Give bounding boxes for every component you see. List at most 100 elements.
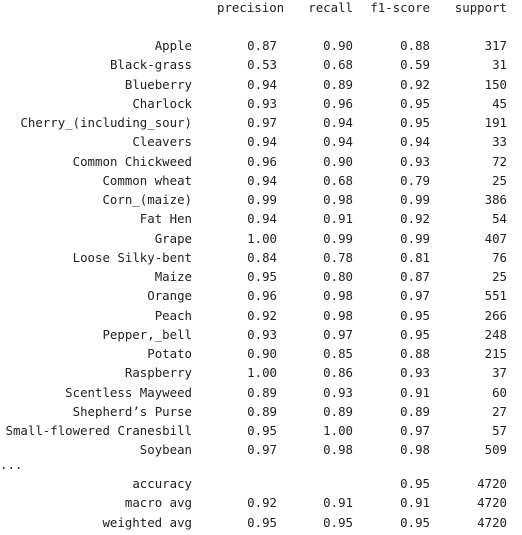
- row-f1-score: 0.95: [400, 95, 430, 111]
- row-precision: 0.94: [247, 172, 277, 188]
- row-label: Fat Hen: [139, 211, 192, 227]
- row-recall: 0.94: [323, 134, 353, 150]
- row-recall: 0.68: [323, 57, 353, 73]
- row-f1-score: 0.91: [400, 384, 430, 400]
- row-support: 76: [492, 249, 507, 265]
- table-row: Loose Silky-bent 0.84 0.78 0.81 76: [0, 248, 522, 267]
- table-row: Shepherd’s Purse 0.89 0.89 0.89 27: [0, 402, 522, 421]
- row-support: 60: [492, 384, 507, 400]
- row-label: Raspberry: [124, 365, 192, 381]
- row-precision: 0.93: [247, 326, 277, 342]
- row-recall: 0.89: [323, 76, 353, 92]
- row-recall: 0.90: [323, 153, 353, 169]
- row-support: 248: [484, 326, 507, 342]
- table-row: Charlock 0.93 0.96 0.95 45: [0, 94, 522, 113]
- row-support: 551: [484, 288, 507, 304]
- row-recall: 0.99: [323, 230, 353, 246]
- row-recall: 1.00: [323, 423, 353, 438]
- row-precision: 0.95: [247, 269, 277, 284]
- row-support: 33: [492, 134, 507, 150]
- row-precision: 0.93: [247, 95, 277, 111]
- row-support: 57: [492, 423, 507, 438]
- row-support: 45: [492, 95, 507, 111]
- row-f1-score: 0.95: [400, 476, 430, 491]
- row-support: 386: [484, 192, 507, 207]
- table-row: Grape 1.00 0.99 0.99 407: [0, 229, 522, 248]
- header-f1-score: f1-score: [370, 0, 430, 15]
- row-f1-score: 0.99: [400, 192, 430, 207]
- row-label: Small-flowered Cranesbill: [5, 423, 193, 438]
- ellipsis-text: ...: [0, 457, 23, 472]
- row-label: Black-grass: [109, 57, 192, 73]
- row-recall: 0.98: [323, 192, 353, 207]
- row-label: Corn_(maize): [102, 192, 192, 207]
- row-support: 4720: [477, 495, 507, 511]
- row-label: Orange: [147, 288, 192, 304]
- row-recall: 0.98: [323, 307, 353, 323]
- row-precision: 0.89: [247, 384, 277, 400]
- row-precision: 0.92: [247, 307, 277, 323]
- row-f1-score: 0.89: [400, 403, 430, 419]
- row-f1-score: 0.59: [400, 57, 430, 73]
- row-label: Charlock: [132, 95, 192, 111]
- row-label: Cherry_(including_sour): [20, 115, 192, 130]
- summary-row: accuracy 0.95 4720: [0, 474, 522, 493]
- row-support: 4720: [477, 476, 507, 491]
- header-precision: precision: [217, 0, 285, 15]
- row-label: Common wheat: [102, 172, 192, 188]
- table-row: Scentless Mayweed 0.89 0.93 0.91 60: [0, 383, 522, 402]
- row-f1-score: 0.99: [400, 230, 430, 246]
- row-recall: 0.96: [323, 95, 353, 111]
- table-row: Small-flowered Cranesbill 0.95 1.00 0.97 57: [0, 421, 522, 440]
- row-label: Potato: [147, 346, 192, 361]
- row-support: 150: [484, 76, 507, 92]
- table-row: Peach 0.92 0.98 0.95 266: [0, 306, 522, 325]
- header-recall: recall: [308, 0, 353, 15]
- row-label: Cleavers: [132, 134, 192, 150]
- table-row: Cleavers 0.94 0.94 0.94 33: [0, 132, 522, 151]
- row-support: 215: [484, 346, 507, 361]
- row-recall: 0.94: [323, 115, 353, 130]
- table-row: Blueberry 0.94 0.89 0.92 150: [0, 75, 522, 94]
- row-f1-score: 0.95: [400, 326, 430, 342]
- row-f1-score: 0.93: [400, 153, 430, 169]
- table-row: Pepper,_bell 0.93 0.97 0.95 248: [0, 325, 522, 344]
- table-row: Fat Hen 0.94 0.91 0.92 54: [0, 209, 522, 228]
- row-recall: 0.68: [323, 172, 353, 188]
- row-f1-score: 0.79: [400, 172, 430, 188]
- row-recall: 0.97: [323, 326, 353, 342]
- row-f1-score: 0.92: [400, 211, 430, 227]
- row-recall: 0.80: [323, 269, 353, 284]
- row-support: 25: [492, 269, 507, 284]
- row-precision: 0.96: [247, 153, 277, 169]
- row-support: 191: [484, 115, 507, 130]
- row-f1-score: 0.94: [400, 134, 430, 150]
- row-support: 72: [492, 153, 507, 169]
- table-row: Raspberry 1.00 0.86 0.93 37: [0, 363, 522, 382]
- summary-row: weighted avg 0.95 0.95 0.95 4720: [0, 513, 522, 532]
- row-precision: 0.94: [247, 211, 277, 227]
- row-support: 317: [484, 38, 507, 53]
- row-precision: 0.95: [247, 514, 277, 530]
- row-f1-score: 0.97: [400, 288, 430, 304]
- row-precision: 0.99: [247, 192, 277, 207]
- row-f1-score: 0.88: [400, 38, 430, 53]
- row-recall: 0.95: [323, 514, 353, 530]
- row-recall: 0.89: [323, 403, 353, 419]
- row-support: 25: [492, 172, 507, 188]
- row-label: weighted avg: [102, 514, 192, 530]
- row-support: 509: [484, 442, 507, 458]
- row-f1-score: 0.81: [400, 249, 430, 265]
- row-precision: 0.97: [247, 115, 277, 130]
- row-label: Apple: [154, 38, 192, 53]
- row-precision: 0.95: [247, 423, 277, 438]
- row-f1-score: 0.88: [400, 346, 430, 361]
- row-precision: 0.87: [247, 38, 277, 53]
- row-f1-score: 0.98: [400, 442, 430, 458]
- row-label: macro avg: [124, 495, 192, 511]
- table-row: Common Chickweed 0.96 0.90 0.93 72: [0, 152, 522, 171]
- table-row: Common wheat 0.94 0.68 0.79 25: [0, 171, 522, 190]
- row-f1-score: 0.91: [400, 495, 430, 511]
- header-support: support: [454, 0, 507, 15]
- row-f1-score: 0.95: [400, 115, 430, 130]
